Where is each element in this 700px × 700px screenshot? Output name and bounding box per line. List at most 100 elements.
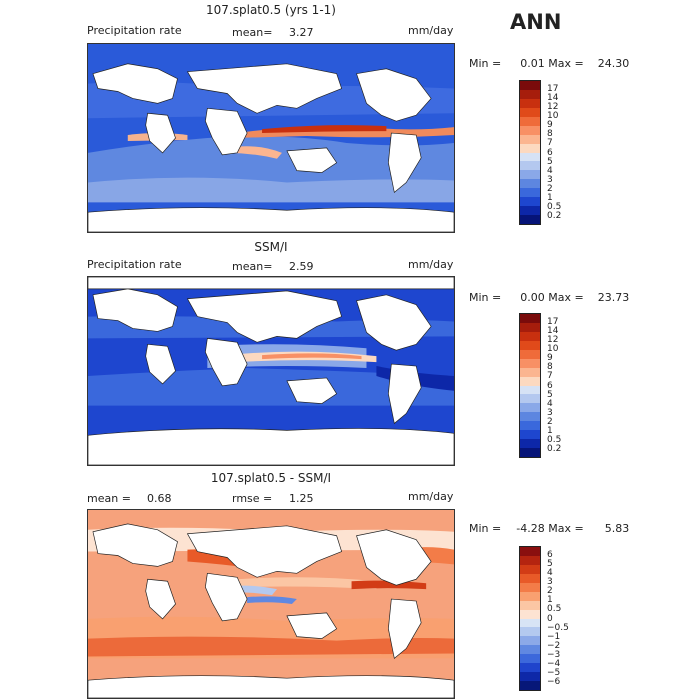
colorbar-level-label: −4 bbox=[547, 658, 561, 669]
colorbar-segment bbox=[520, 582, 540, 592]
colorbar-level-label: 0.2 bbox=[547, 443, 562, 454]
panel3-map-svg bbox=[88, 510, 454, 698]
colorbar-level-label: 3 bbox=[547, 407, 553, 418]
panel1-min-label: Min = bbox=[469, 57, 502, 70]
colorbar-segment bbox=[520, 645, 540, 655]
panel2-variable-label: Precipitation rate bbox=[87, 258, 182, 271]
colorbar-segment bbox=[520, 340, 540, 350]
colorbar-level-label: 10 bbox=[547, 111, 559, 122]
colorbar-segment bbox=[520, 349, 540, 359]
colorbar-segment bbox=[520, 358, 540, 368]
panel3-mean-value: 0.68 bbox=[147, 492, 172, 505]
panel1-mean-value: 3.27 bbox=[289, 26, 314, 39]
panel3-rmse-label: rmse = bbox=[232, 492, 273, 505]
colorbar-level-label: 2 bbox=[547, 416, 553, 427]
colorbar-segment bbox=[520, 161, 540, 171]
colorbar-segment bbox=[520, 403, 540, 413]
colorbar-segment bbox=[520, 448, 540, 457]
colorbar-segment bbox=[520, 314, 540, 323]
colorbar-segment bbox=[520, 143, 540, 153]
panel1-units: mm/day bbox=[408, 24, 454, 37]
colorbar-level-label: 4 bbox=[547, 568, 553, 579]
colorbar-segment bbox=[520, 385, 540, 395]
colorbar-level-label: 7 bbox=[547, 371, 553, 382]
panel1-max-value: 24.30 bbox=[597, 57, 630, 70]
panel2-title: SSM/I bbox=[254, 240, 288, 254]
colorbar-segment bbox=[520, 591, 540, 601]
colorbar-level-label: 7 bbox=[547, 138, 553, 149]
colorbar-segment bbox=[520, 116, 540, 126]
colorbar-level-label: 1 bbox=[547, 595, 553, 606]
colorbar-level-label: 0.5 bbox=[547, 434, 562, 445]
colorbar-level-label: 9 bbox=[547, 120, 553, 131]
panel2-max-value: 23.73 bbox=[597, 291, 630, 304]
colorbar-segment bbox=[520, 170, 540, 180]
season-label: ANN bbox=[510, 10, 562, 34]
colorbar-segment bbox=[520, 547, 540, 556]
colorbar-level-label: 6 bbox=[547, 380, 553, 391]
colorbar-level-label: 17 bbox=[547, 317, 559, 328]
colorbar-segment bbox=[520, 197, 540, 207]
colorbar-segment bbox=[520, 421, 540, 431]
colorbar-segment bbox=[520, 663, 540, 673]
colorbar-level-label: 0.5 bbox=[547, 201, 562, 212]
colorbar-level-label: 12 bbox=[547, 102, 559, 113]
colorbar-segment bbox=[520, 394, 540, 404]
colorbar-level-label: 3 bbox=[547, 174, 553, 185]
colorbar-level-label: 14 bbox=[547, 326, 559, 337]
colorbar-segment bbox=[520, 564, 540, 574]
colorbar-level-label: 2 bbox=[547, 586, 553, 597]
colorbar-level-label: 2 bbox=[547, 183, 553, 194]
panel1-map-svg bbox=[88, 44, 454, 232]
panel2-max-label: Max = bbox=[548, 291, 584, 304]
colorbar-segment bbox=[520, 573, 540, 583]
panel2-min-value: 0.00 bbox=[520, 291, 545, 304]
colorbar-level-label: 8 bbox=[547, 362, 553, 373]
colorbar-segment bbox=[520, 125, 540, 135]
colorbar-level-label: 4 bbox=[547, 165, 553, 176]
colorbar-level-label: −3 bbox=[547, 649, 561, 660]
colorbar-segment bbox=[520, 430, 540, 440]
colorbar-level-label: 14 bbox=[547, 93, 559, 104]
colorbar-segment bbox=[520, 188, 540, 198]
colorbar-segment bbox=[520, 681, 540, 690]
panel3-colorbar bbox=[519, 546, 541, 691]
panel3-minmax: Min = -4.28 Max = 5.83 bbox=[469, 522, 629, 535]
panel3-max-label: Max = bbox=[548, 522, 584, 535]
colorbar-segment bbox=[520, 81, 540, 90]
colorbar-level-label: 6 bbox=[547, 550, 553, 561]
panel2-minmax: Min = 0.00 Max = 23.73 bbox=[469, 291, 629, 304]
colorbar-level-label: 4 bbox=[547, 398, 553, 409]
panel2-map-svg bbox=[88, 277, 454, 465]
colorbar-segment bbox=[520, 322, 540, 332]
colorbar-segment bbox=[520, 152, 540, 162]
panel1-min-value: 0.01 bbox=[520, 57, 545, 70]
colorbar-level-label: 10 bbox=[547, 344, 559, 355]
colorbar-segment bbox=[520, 600, 540, 610]
colorbar-level-label: −2 bbox=[547, 640, 561, 651]
colorbar-level-label: 3 bbox=[547, 577, 553, 588]
colorbar-segment bbox=[520, 618, 540, 628]
colorbar-segment bbox=[520, 331, 540, 341]
colorbar-segment bbox=[520, 439, 540, 449]
panel3-min-value: -4.28 bbox=[516, 522, 545, 535]
colorbar-level-label: 0.2 bbox=[547, 210, 562, 221]
colorbar-level-label: 8 bbox=[547, 129, 553, 140]
panel2-map bbox=[87, 276, 455, 466]
colorbar-level-label: 17 bbox=[547, 84, 559, 95]
colorbar-level-label: 0 bbox=[547, 613, 553, 624]
colorbar-segment bbox=[520, 376, 540, 386]
panel3-rmse-value: 1.25 bbox=[289, 492, 314, 505]
colorbar-level-label: −5 bbox=[547, 667, 561, 678]
colorbar-level-label: 1 bbox=[547, 192, 553, 203]
panel3-min-label: Min = bbox=[469, 522, 502, 535]
panel3-map bbox=[87, 509, 455, 699]
panel2-mean-label: mean= bbox=[232, 260, 273, 273]
colorbar-segment bbox=[520, 98, 540, 108]
colorbar-segment bbox=[520, 367, 540, 377]
colorbar-segment bbox=[520, 107, 540, 117]
panel1-minmax: Min = 0.01 Max = 24.30 bbox=[469, 57, 629, 70]
colorbar-segment bbox=[520, 636, 540, 646]
panel1-title: 107.splat0.5 (yrs 1-1) bbox=[206, 3, 336, 17]
panel1-map bbox=[87, 43, 455, 233]
